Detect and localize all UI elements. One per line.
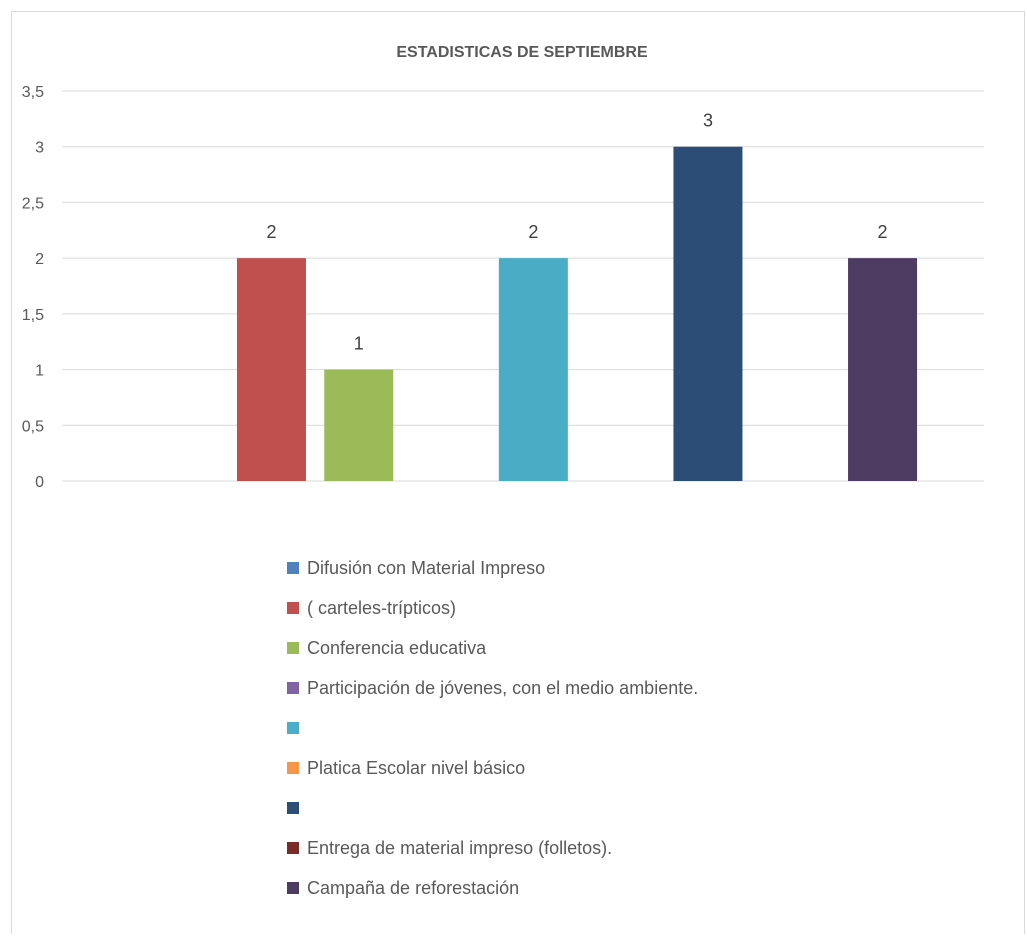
y-tick-label: 1,5: [22, 307, 44, 324]
bar: [324, 369, 394, 481]
legend-swatch: [287, 842, 299, 854]
legend-swatch: [287, 642, 299, 654]
legend-label: Entrega de material impreso (folletos).: [307, 837, 613, 858]
legend-swatch: [287, 762, 299, 774]
legend-label: Platica Escolar nivel básico: [307, 757, 526, 778]
legend-label: Campaña de reforestación: [307, 877, 520, 898]
legend-label: Participación de jóvenes, con el medio a…: [307, 677, 699, 698]
y-tick-label: 3: [35, 140, 44, 157]
legend-item: Platica Escolar nivel básico: [287, 748, 698, 788]
y-tick-label: 1: [35, 363, 44, 380]
chart-title: ESTADISTICAS DE SEPTIEMBRE: [396, 44, 648, 61]
data-label: 2: [878, 222, 888, 242]
legend-item: Campaña de reforestación: [287, 868, 698, 908]
y-axis-tick-labels: 0 0,5 1 1,5 2 2,5 3 3,5: [22, 84, 44, 491]
data-label: 2: [528, 222, 538, 242]
legend-swatch: [287, 882, 299, 894]
bar: [498, 258, 568, 481]
y-tick-label: 0: [35, 474, 44, 491]
legend-swatch: [287, 562, 299, 574]
legend-swatch: [287, 722, 299, 734]
y-tick-label: 0,5: [22, 418, 44, 435]
legend-item: [287, 708, 698, 748]
bar: [848, 258, 918, 481]
legend-swatch: [287, 802, 299, 814]
legend-item: ( carteles-trípticos): [287, 588, 698, 628]
data-label: 3: [703, 111, 713, 131]
y-tick-label: 3,5: [22, 84, 44, 101]
legend-item: Participación de jóvenes, con el medio a…: [287, 668, 698, 708]
legend-label: ( carteles-trípticos): [307, 597, 457, 618]
y-tick-label: 2,5: [22, 195, 44, 212]
y-tick-label: 2: [35, 251, 44, 268]
bars: [236, 146, 918, 481]
bar: [236, 258, 306, 481]
legend-item: Difusión con Material Impreso: [287, 548, 698, 588]
chart-legend: Difusión con Material Impreso ( carteles-…: [287, 548, 698, 908]
bar: [673, 146, 743, 481]
legend-item: Conferencia educativa: [287, 628, 698, 668]
data-labels: 2 1 2 3 2: [266, 111, 887, 354]
legend-label: Conferencia educativa: [307, 637, 487, 658]
legend-item: [287, 788, 698, 828]
legend-label: Difusión con Material Impreso: [307, 557, 546, 578]
data-label: 1: [354, 334, 364, 354]
legend-item: Entrega de material impreso (folletos).: [287, 828, 698, 868]
legend-swatch: [287, 602, 299, 614]
data-label: 2: [266, 222, 276, 242]
legend-swatch: [287, 682, 299, 694]
